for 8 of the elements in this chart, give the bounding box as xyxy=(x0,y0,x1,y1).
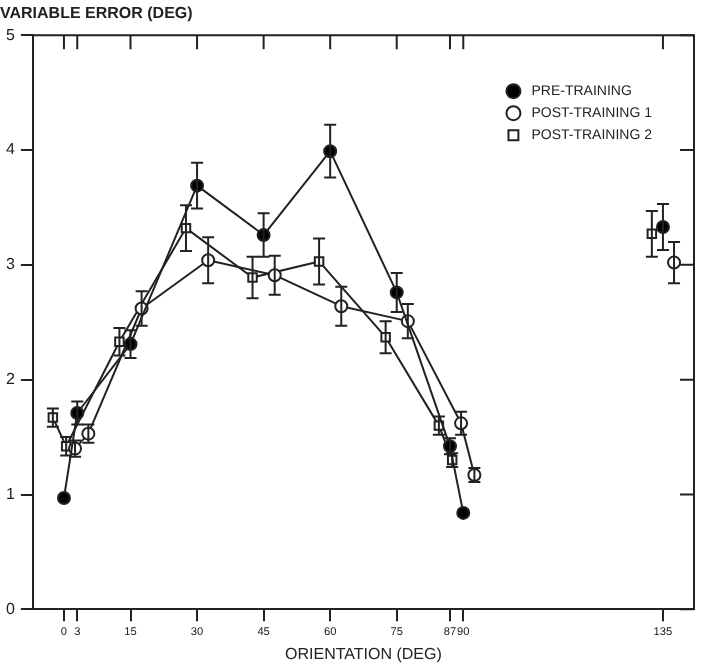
y-tick-label: 5 xyxy=(5,25,16,44)
y-tick-label: 1 xyxy=(5,484,16,503)
y-tick-label: 3 xyxy=(5,255,16,274)
y-tick-label: 4 xyxy=(5,140,16,159)
y-tick-label: 2 xyxy=(5,370,16,389)
y-tick-label: 0 xyxy=(5,599,16,618)
x-axis-title: ORIENTATION (DEG) xyxy=(285,644,443,663)
chart-title: VARIABLE ERROR (DEG) xyxy=(0,4,194,23)
